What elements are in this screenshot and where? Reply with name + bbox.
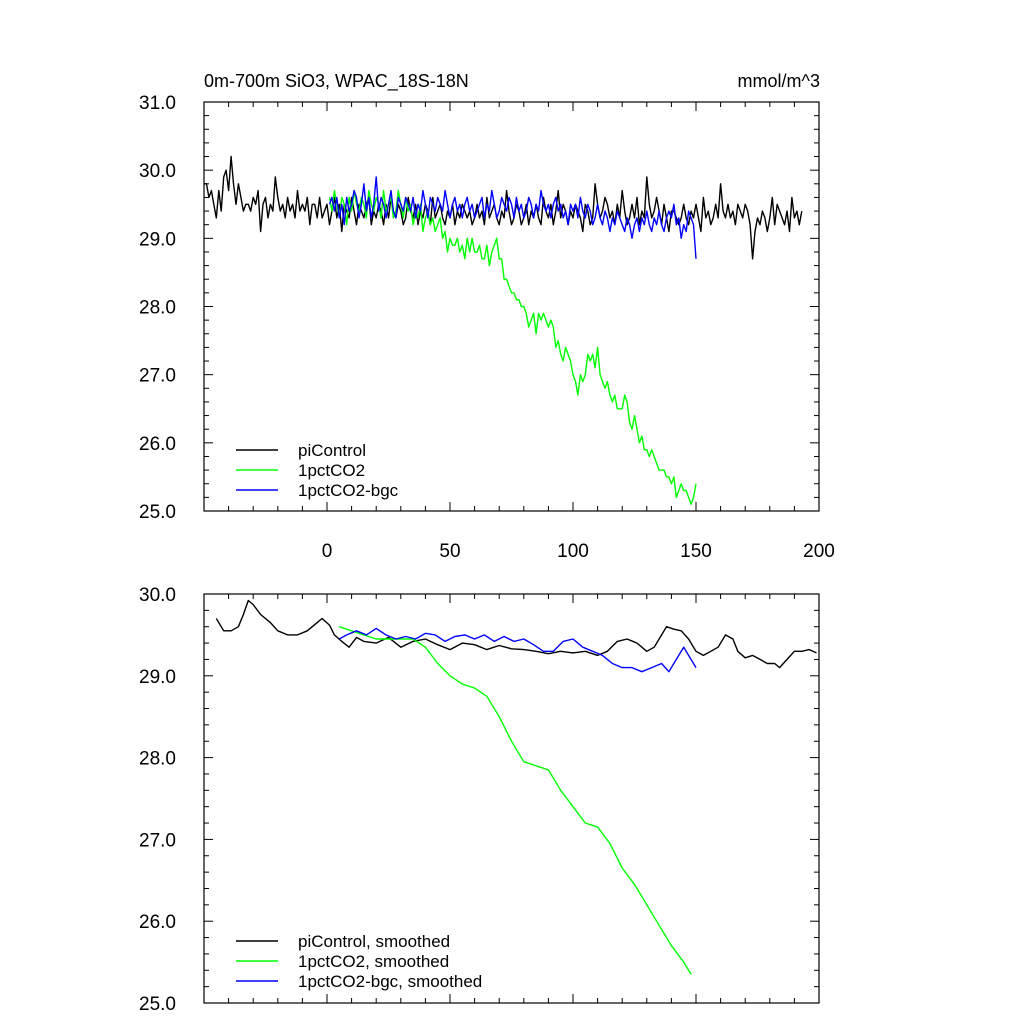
- top-plot-frame: [203, 101, 820, 512]
- y-tick-label: 29.0: [139, 667, 176, 688]
- y-tick-label: 30.0: [139, 585, 176, 606]
- series-line-picontrol-smoothed: [215, 599, 817, 669]
- bottom-series-group: [215, 599, 817, 975]
- series-line-1pctco2-bgc-smoothed: [338, 627, 697, 673]
- legend-label: 1pctCO2, smoothed: [298, 952, 449, 971]
- x-tick-label: 200: [803, 541, 835, 562]
- top-panel: 0m-700m SiO3, WPAC_18S-18N mmol/m^3 25.0…: [139, 71, 835, 562]
- y-tick-label: 26.0: [139, 912, 176, 933]
- bottom-axis-ticks: 25.0 26.0 27.0 28.0 29.0 30.0: [139, 585, 820, 1015]
- x-tick-label: 100: [557, 541, 589, 562]
- y-tick-label: 25.0: [139, 994, 176, 1015]
- y-tick-label: 28.0: [139, 749, 176, 770]
- bottom-plot-frame: [203, 593, 820, 1004]
- y-tick-label: 31.0: [139, 93, 176, 114]
- y-tick-label: 27.0: [139, 366, 176, 387]
- legend-label: piControl: [298, 441, 366, 460]
- series-line-1pctco2-smoothed: [339, 626, 692, 975]
- legend-label: 1pctCO2: [298, 461, 365, 480]
- legend-label: 1pctCO2-bgc, smoothed: [298, 972, 482, 991]
- y-tick-label: 30.0: [139, 161, 176, 182]
- x-tick-label: 150: [680, 541, 712, 562]
- top-series-group: [204, 155, 803, 505]
- top-axis-ticks: 25.0 26.0 27.0 28.0 29.0 30.0 31.0 0 50 100 150 200: [139, 93, 835, 562]
- x-tick-label: 50: [439, 541, 460, 562]
- bottom-panel: 25.0 26.0 27.0 28.0 29.0 30.0 piControl, smoo…: [139, 585, 820, 1015]
- series-line-picontrol: [204, 155, 803, 260]
- x-tick-label: 0: [322, 541, 333, 562]
- series-line-1pctco2-bgc: [328, 176, 697, 259]
- y-tick-label: 27.0: [139, 830, 176, 851]
- series-line-1pctco2: [328, 189, 697, 505]
- y-tick-label: 26.0: [139, 434, 176, 455]
- top-chart-title: 0m-700m SiO3, WPAC_18S-18N: [204, 71, 469, 92]
- y-tick-label: 29.0: [139, 229, 176, 250]
- y-tick-label: 28.0: [139, 298, 176, 319]
- legend-label: 1pctCO2-bgc: [298, 481, 399, 500]
- y-tick-label: 25.0: [139, 502, 176, 523]
- top-units-label: mmol/m^3: [738, 71, 820, 91]
- legend-label: piControl, smoothed: [298, 932, 450, 951]
